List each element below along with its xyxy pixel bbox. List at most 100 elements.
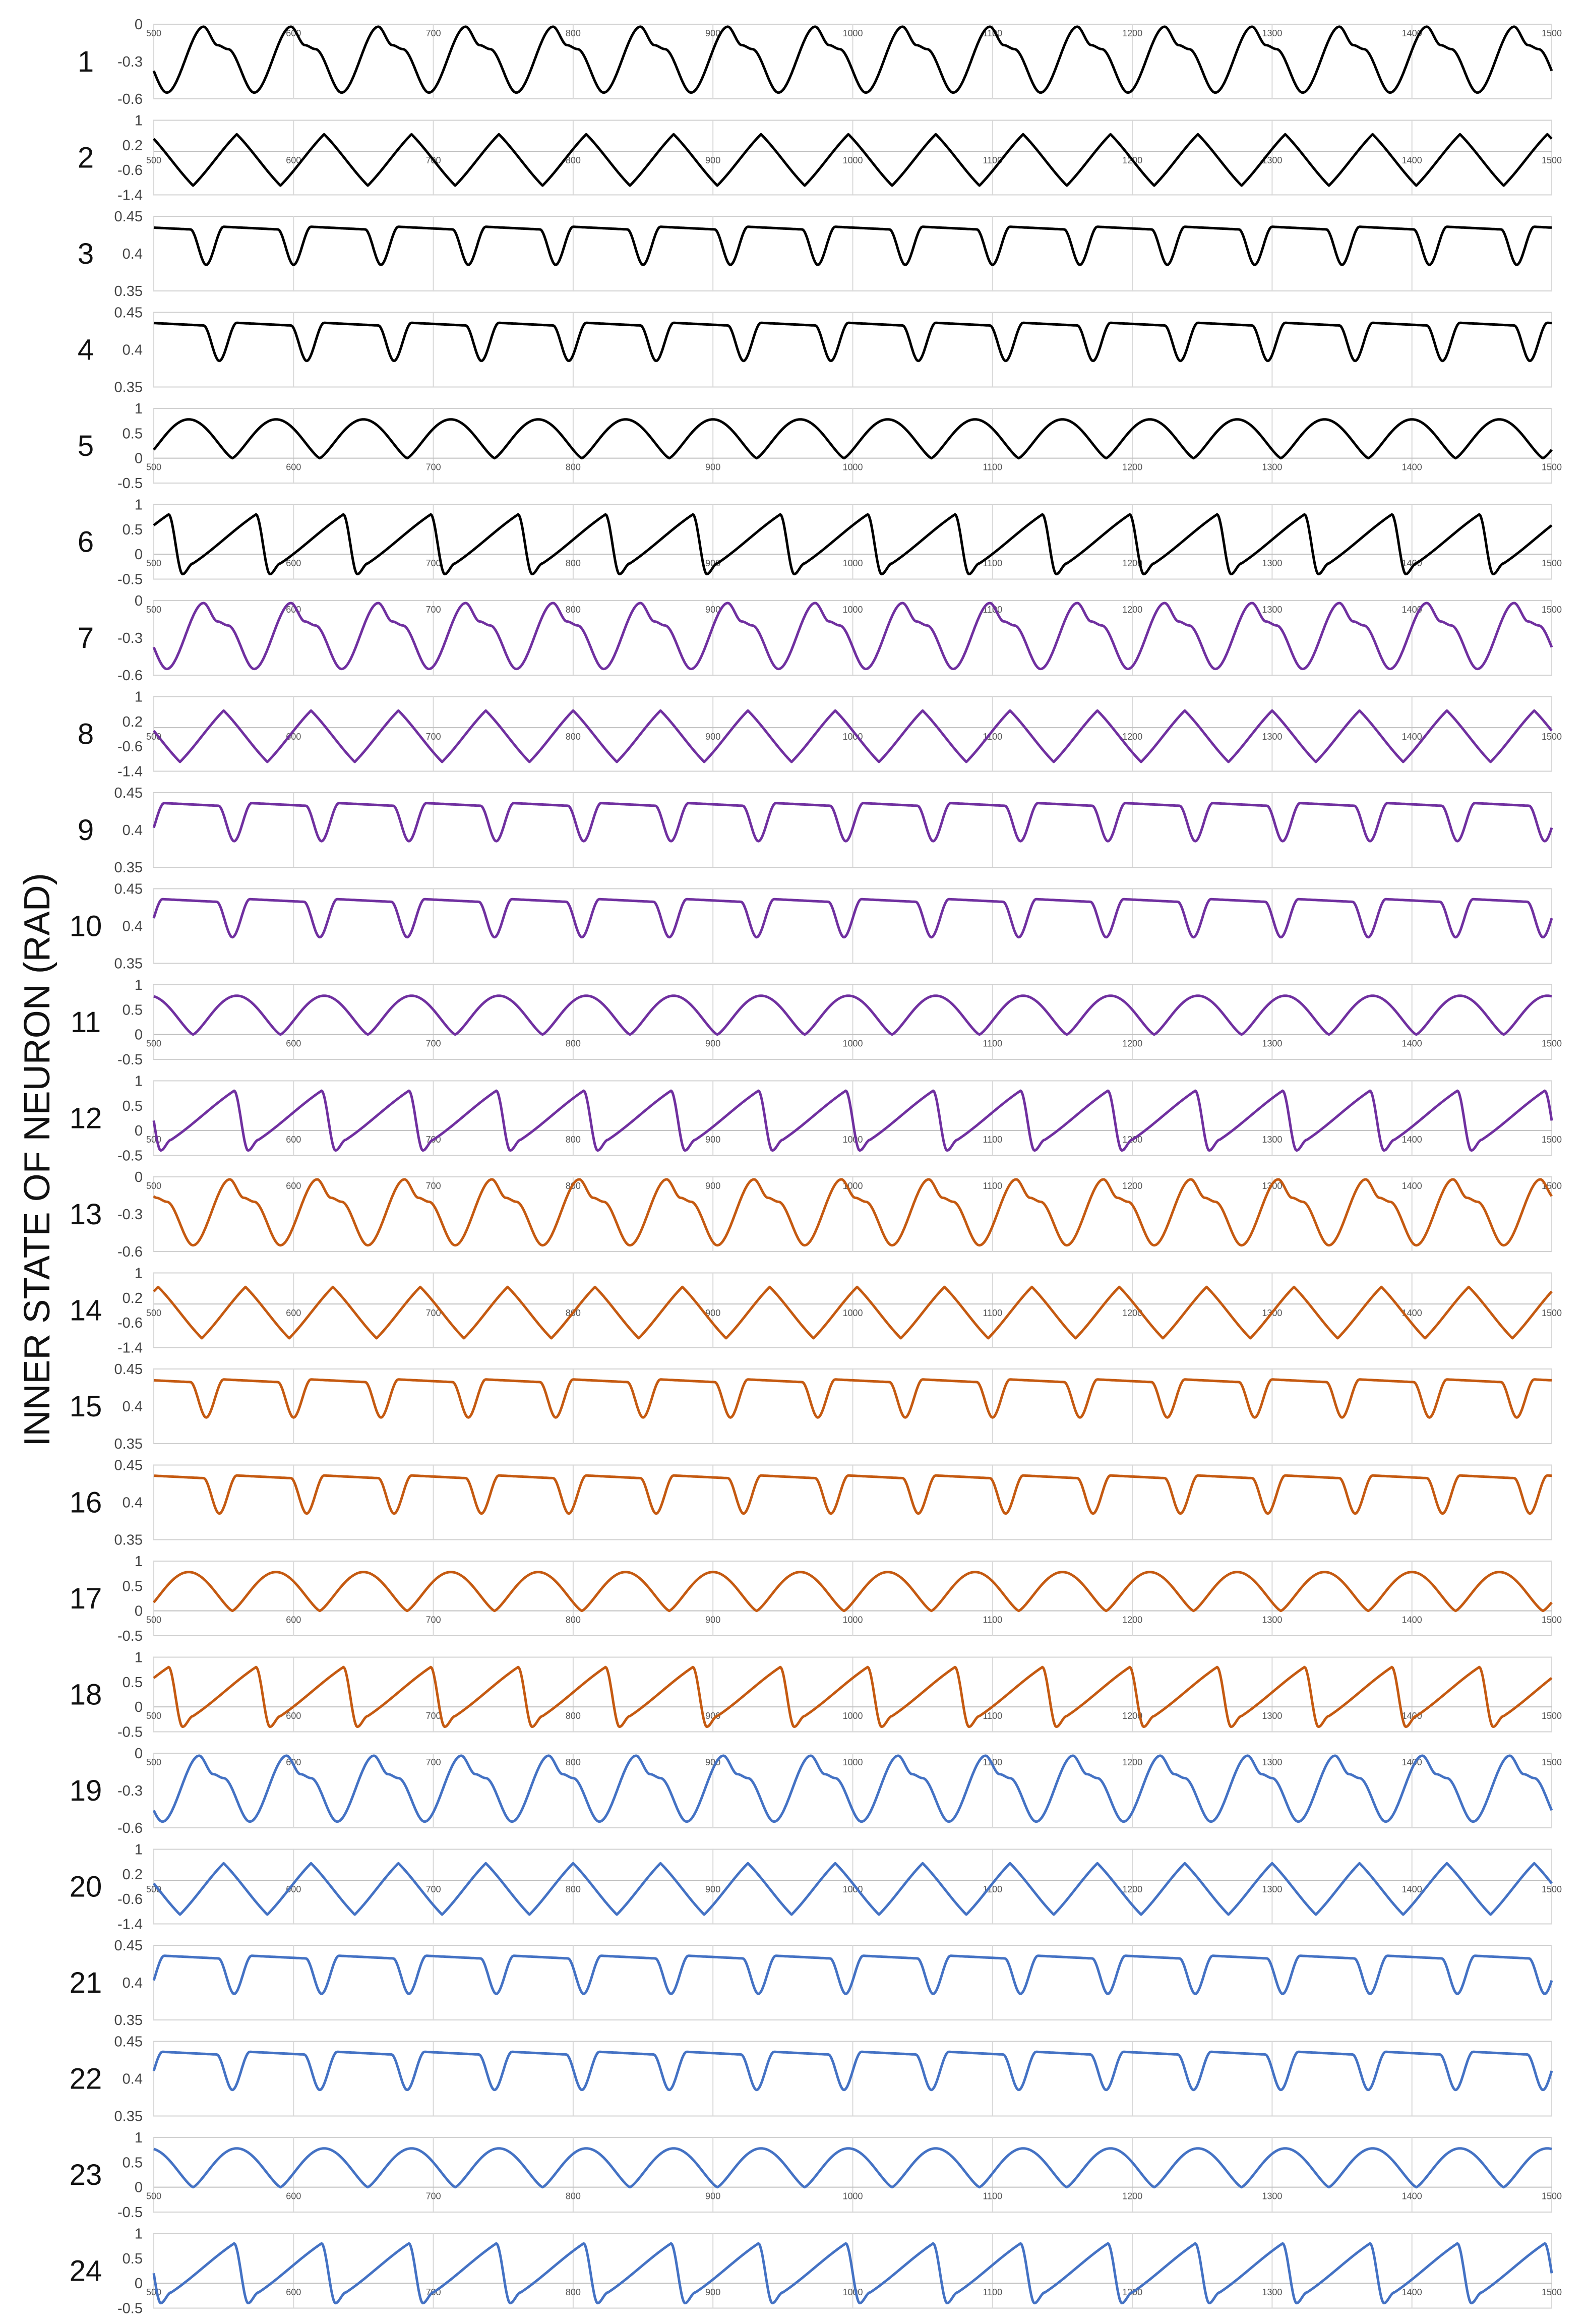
x-tick-label: 1000 (842, 155, 863, 165)
x-tick-label: 1300 (1262, 1884, 1282, 1894)
y-tick-label: 0.2 (123, 714, 143, 730)
x-tick-label: 500 (146, 605, 161, 615)
x-tick-label: 1100 (983, 1039, 1002, 1049)
x-tick-label: 600 (286, 2191, 301, 2201)
x-tick-label: 500 (146, 1615, 161, 1625)
panel-9: 9 0.45 0.4 0.35 (78, 785, 1553, 876)
row-label-21: 21 (70, 1967, 102, 1999)
x-tick-label: 700 (426, 1308, 441, 1318)
y-tick-label: -0.6 (117, 668, 143, 684)
y-tick-label: 0.4 (123, 1495, 143, 1511)
x-tick-label: 600 (286, 1135, 301, 1145)
x-tick-label: 600 (286, 155, 301, 165)
y-tick-label: 0 (135, 1603, 143, 1620)
x-tick-label: 500 (146, 462, 161, 472)
row-label-20: 20 (70, 1871, 102, 1903)
y-tick-label: -1.4 (117, 188, 143, 204)
y-tick-label: 0.45 (114, 1361, 143, 1378)
x-tick-label: 900 (705, 1308, 720, 1318)
y-tick-label: 0 (135, 1169, 143, 1185)
x-tick-label: 1100 (983, 1884, 1002, 1894)
x-tick-label: 500 (146, 1308, 161, 1318)
y-tick-label: -0.5 (117, 572, 143, 588)
y-tick-label: 0.2 (123, 138, 143, 154)
x-tick-label: 1400 (1402, 1884, 1422, 1894)
x-tick-label: 600 (286, 2287, 301, 2297)
x-tick-label: 900 (705, 558, 720, 568)
y-tick-label: 0.35 (114, 2109, 143, 2125)
y-tick-label: 0.4 (123, 1399, 143, 1415)
series-line-20 (153, 1862, 1553, 1916)
y-tick-label: 1 (135, 497, 143, 513)
x-tick-label: 600 (286, 1181, 301, 1191)
x-tick-label: 1400 (1402, 558, 1422, 568)
row-label-23: 23 (70, 2159, 102, 2191)
x-tick-label: 1500 (1542, 558, 1562, 568)
row-label-6: 6 (78, 526, 94, 559)
x-tick-label: 1500 (1542, 1615, 1562, 1625)
y-tick-label: 1 (135, 113, 143, 129)
x-tick-label: 1100 (983, 732, 1002, 742)
y-tick-label: 0.4 (123, 2071, 143, 2088)
x-tick-label: 1400 (1402, 1039, 1422, 1049)
row-label-14: 14 (70, 1294, 102, 1327)
x-tick-label: 800 (566, 155, 581, 165)
x-tick-label: 1100 (983, 2191, 1002, 2201)
x-tick-label: 1000 (842, 1135, 863, 1145)
x-tick-label: 500 (146, 1757, 161, 1767)
y-tick-label: 0.35 (114, 1436, 143, 1452)
x-tick-label: 1500 (1542, 155, 1562, 165)
x-tick-label: 800 (566, 462, 581, 472)
x-tick-label: 700 (426, 1884, 441, 1894)
y-tick-label: 0.45 (114, 209, 143, 225)
series-line-6 (153, 513, 1553, 576)
y-axis-label: INNER STATE OF NEURON (RAD) (17, 873, 57, 1446)
x-tick-label: 1200 (1122, 28, 1142, 38)
y-tick-label: 0 (135, 1746, 143, 1762)
x-tick-label: 1200 (1122, 732, 1142, 742)
x-tick-label: 1400 (1402, 155, 1422, 165)
x-tick-label: 1100 (983, 1181, 1002, 1191)
y-tick-label: 0 (135, 2276, 143, 2292)
row-label-12: 12 (70, 1102, 102, 1135)
x-tick-label: 700 (426, 1711, 441, 1721)
x-tick-label: 600 (286, 1711, 301, 1721)
x-tick-label: 1000 (842, 558, 863, 568)
x-tick-label: 1400 (1402, 2287, 1422, 2297)
x-tick-label: 600 (286, 1039, 301, 1049)
row-label-1: 1 (78, 45, 94, 78)
row-label-16: 16 (70, 1486, 102, 1519)
x-tick-label: 1200 (1122, 1757, 1142, 1767)
x-tick-label: 1100 (983, 1711, 1002, 1721)
x-tick-label: 600 (286, 1308, 301, 1318)
x-tick-label: 500 (146, 1135, 161, 1145)
y-tick-label: 0.5 (123, 2251, 143, 2267)
x-tick-label: 1300 (1262, 605, 1282, 615)
series-line-12 (152, 1089, 1553, 1152)
x-tick-label: 900 (705, 1135, 720, 1145)
x-tick-label: 900 (705, 605, 720, 615)
row-label-11: 11 (71, 1006, 101, 1039)
x-tick-label: 800 (566, 605, 581, 615)
x-tick-label: 1000 (842, 1884, 863, 1894)
x-tick-label: 1100 (983, 2287, 1002, 2297)
x-tick-label: 1400 (1402, 732, 1422, 742)
x-tick-label: 500 (146, 28, 161, 38)
x-tick-label: 1500 (1542, 1039, 1562, 1049)
x-tick-label: 1300 (1262, 1039, 1282, 1049)
panel-21: 21 0.45 0.4 0.35 (70, 1938, 1553, 2029)
x-tick-label: 1300 (1262, 1135, 1282, 1145)
y-tick-label: -0.6 (117, 91, 143, 107)
x-tick-label: 1000 (842, 1039, 863, 1049)
x-tick-label: 1400 (1402, 1135, 1422, 1145)
